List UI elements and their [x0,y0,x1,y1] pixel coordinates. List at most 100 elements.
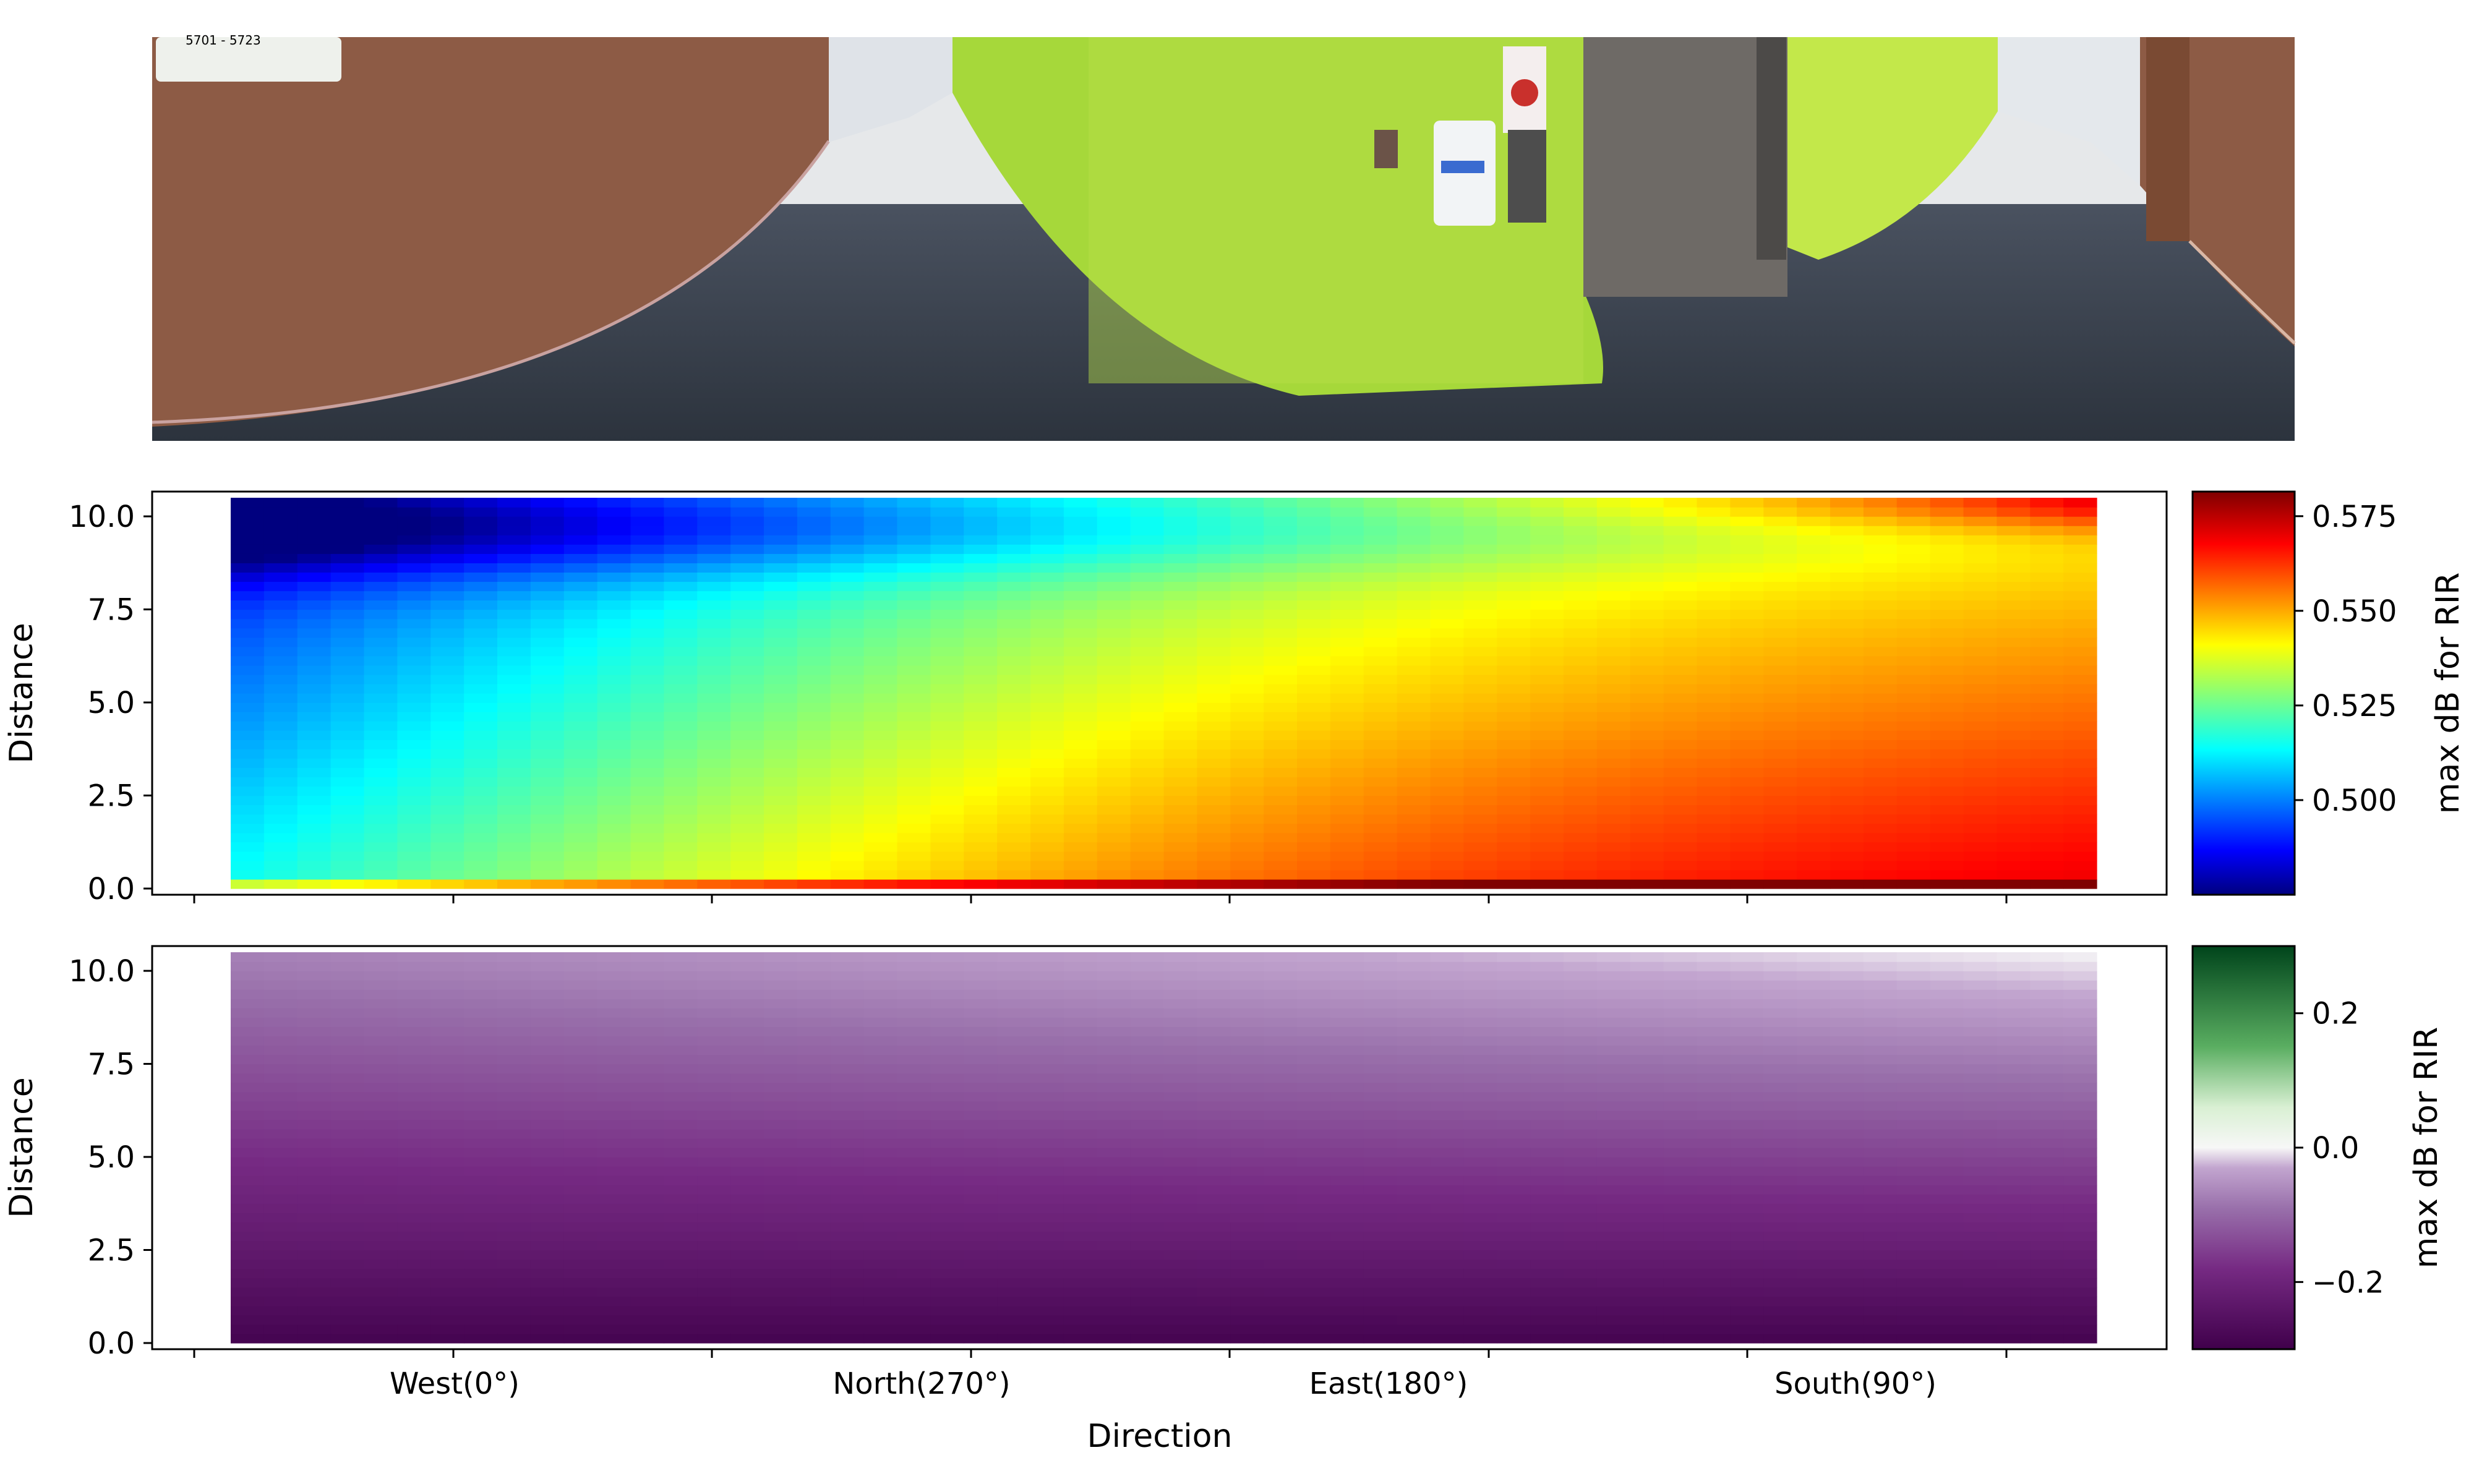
chart-1-heatmap-cell [263,842,298,852]
chart-2-heatmap-cell [1530,1333,1564,1344]
chart-2-heatmap-cell [364,1203,398,1213]
chart-2-heatmap-cell [1963,1240,1997,1251]
chart-2-heatmap-cell [1797,1101,1831,1111]
chart-1-heatmap-cell [397,851,431,861]
chart-2-heatmap-cell [1397,1175,1431,1185]
chart-1-heatmap-cell [364,655,398,666]
chart-1-heatmap-cell [1030,823,1064,834]
chart-2-heatmap-cell [1463,1110,1497,1120]
chart-2-heatmap-cell [764,952,798,962]
chart-2-heatmap-cell [364,980,398,990]
chart-2-heatmap-cell [1763,1296,1797,1307]
chart-2-heatmap-cell [964,980,998,990]
chart-2-heatmap-cell [1596,1073,1631,1083]
chart-1-heatmap-cell [1896,795,1931,806]
chart-1-heatmap-cell [563,581,598,592]
chart-1-heatmap-cell [397,879,431,889]
chart-1-heatmap-cell [1797,665,1831,675]
chart-1-heatmap-cell [2063,628,2097,638]
chart-1-heatmap-cell [464,609,498,620]
chart-2-heatmap-cell [1697,1091,1731,1102]
chart-1-heatmap-cell [231,600,265,610]
chart-2-heatmap-cell [630,952,664,962]
chart-1-heatmap-cell [764,581,798,592]
chart-2-heatmap-cell [930,1268,964,1279]
chart-1-heatmap-cell [1063,609,1098,620]
chart-1-heatmap-cell [797,544,831,554]
chart-1-heatmap-cell [697,767,731,778]
chart-2-heatmap-cell [297,962,332,971]
chart-1-heatmap-cell [2063,823,2097,834]
chart-2-heatmap-cell [730,1277,764,1288]
panorama-wall-switch [1374,130,1398,168]
chart-2-heatmap-cell [1530,1064,1564,1074]
chart-2-heatmap-cell [464,1287,498,1297]
chart-2-heatmap-cell [664,1240,698,1251]
chart-1-heatmap-cell [430,646,464,657]
chart-2-heatmap-cell [464,1119,498,1130]
chart-2-heatmap-cell [1697,1231,1731,1242]
chart-2-heatmap-cell [1030,1315,1064,1325]
chart-1-heatmap-cell [2030,553,2064,563]
chart-2-heatmap-cell [563,1017,598,1027]
chart-1-heatmap-cell [1997,628,2031,638]
chart-2-heatmap-cell [1763,1333,1797,1344]
chart-2-heatmap-cell [997,1091,1031,1102]
chart-2-heatmap-cell [1997,1036,2031,1046]
chart-1-heatmap-cell [1030,637,1064,647]
chart-2-heatmap-cell [664,1091,698,1102]
chart-1-heatmap-cell [997,498,1031,508]
chart-2-heatmap-cell [630,1128,664,1139]
chart-2-heatmap-cell [397,1101,431,1111]
chart-1-heatmap-cell [1730,516,1764,526]
chart-1-heatmap-cell [964,498,998,508]
chart-1-heatmap-cell [263,665,298,675]
chart-1-heatmap-cell [563,758,598,768]
chart-2-heatmap-cell [430,1194,464,1204]
chart-2-heatmap-cell [1863,1324,1898,1334]
chart-2-heatmap-cell [797,1268,831,1279]
chart-1-heatmap-cell [1097,740,1131,749]
chart-1-heatmap-cell [863,795,898,806]
chart-2-heatmap-cell [797,1185,831,1195]
chart-1-heatmap-cell [597,683,631,694]
chart-2-heatmap-cell [231,1194,265,1204]
chart-1-heatmap-cell [830,767,865,778]
chart-2-heatmap-cell [797,1091,831,1102]
chart-2-heatmap-cell [1896,971,1931,981]
chart-2-heatmap-cell [1830,1194,1864,1204]
chart-2-heatmap-cell [1030,1185,1064,1195]
chart-2-heatmap-cell [1497,1091,1531,1102]
chart-2-heatmap-cell [530,1194,565,1204]
chart-2-heatmap-cell [297,999,332,1009]
chart-1-heatmap-cell [1797,516,1831,526]
chart-2-heatmap-cell [1663,1185,1698,1195]
chart-2-heatmap-cell [231,1026,265,1037]
chart-1-heatmap-cell [231,823,265,834]
chart-1-heatmap-cell [1963,674,1997,684]
chart-2-heatmap-cell [2030,1259,2064,1269]
chart-1-heatmap-cell [597,721,631,731]
chart-2-heatmap-cell [263,1324,298,1334]
chart-2-heatmap-cell [1663,999,1698,1009]
chart-2-heatmap-cell [764,1250,798,1260]
chart-2-heatmap-cell [897,1091,931,1102]
chart-2-heatmap-cell [1097,1091,1131,1102]
chart-1-heatmap-cell [1830,655,1864,666]
chart-1-heatmap-cell [1030,814,1064,824]
chart-2-heatmap-cell [897,1277,931,1288]
chart-2-heatmap-cell [997,1064,1031,1074]
chart-2-heatmap-cell [231,1305,265,1316]
chart-2-heatmap-cell [863,989,898,999]
chart-1-heatmap-cell [630,600,664,610]
chart-1-heatmap-cell [1697,646,1731,657]
chart-1-heatmap-cell [830,609,865,620]
chart-2-heatmap-cell [563,1296,598,1307]
chart-2-heatmap-cell [1430,1157,1464,1167]
chart-1-heatmap-cell [1663,609,1698,620]
chart-1-heatmap-cell [1763,730,1797,740]
chart-1-heatmap-cell [1763,507,1797,517]
chart-2-heatmap-cell [1930,1064,1964,1074]
chart-2-heatmap-cell [1463,1017,1497,1027]
chart-2-heatmap-cell [1763,1213,1797,1222]
